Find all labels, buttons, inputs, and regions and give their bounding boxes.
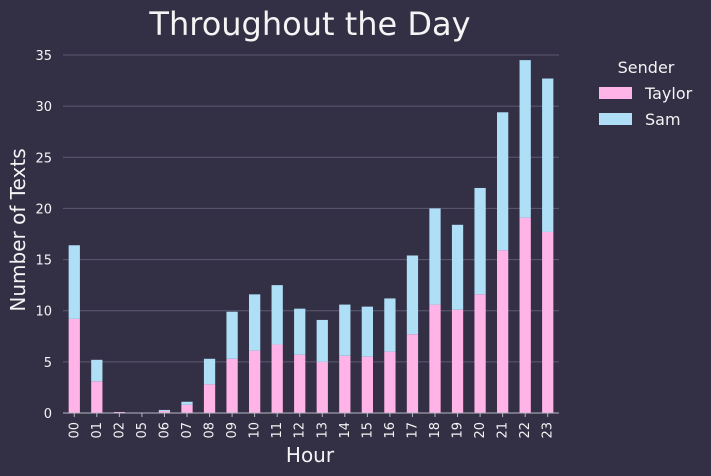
bar-sam-12 [294, 308, 306, 355]
bar-sam-22 [519, 60, 531, 218]
bar-sam-06 [158, 409, 171, 411]
x-tick-label: 08 [203, 422, 218, 439]
x-tick-label: 06 [157, 422, 172, 439]
bar-taylor-10 [249, 350, 261, 413]
y-tick-label: 5 [44, 356, 52, 371]
bar-sam-01 [91, 359, 103, 382]
bar-sam-23 [542, 78, 554, 232]
bar-taylor-20 [474, 294, 486, 413]
bar-taylor-06 [158, 410, 171, 413]
bar-sam-18 [429, 208, 441, 305]
y-axis-ticks: 0 5 10 15 20 25 30 35 [35, 49, 52, 422]
bar-taylor-21 [497, 250, 509, 413]
y-tick-label: 20 [35, 202, 52, 217]
legend: Sender Taylor Sam [599, 58, 693, 129]
bar-taylor-01 [91, 381, 103, 413]
bars [68, 60, 554, 413]
x-tick-label: 15 [360, 422, 375, 439]
bar-taylor-16 [384, 351, 396, 413]
bar-taylor-11 [271, 344, 283, 413]
x-tick-label: 01 [90, 422, 105, 439]
legend-swatch-sam [599, 113, 632, 125]
bar-taylor-08 [203, 384, 216, 413]
bar-taylor-00 [68, 318, 80, 413]
bar-sam-08 [203, 358, 216, 385]
x-tick-label: 17 [405, 422, 420, 439]
bar-taylor-17 [406, 334, 419, 413]
bar-taylor-12 [294, 354, 306, 413]
bar-taylor-07 [181, 404, 193, 413]
bar-sam-10 [249, 294, 261, 351]
legend-label-taylor: Taylor [644, 84, 693, 103]
y-tick-label: 30 [35, 100, 52, 115]
y-tick-label: 10 [35, 305, 52, 320]
bar-taylor-02 [113, 411, 125, 413]
x-tick-label: 16 [383, 422, 398, 439]
y-axis-label: Number of Texts [6, 148, 30, 311]
y-tick-label: 25 [35, 151, 52, 166]
x-tick-label: 14 [338, 422, 353, 439]
bar-sam-21 [497, 112, 509, 251]
x-tick-label: 13 [315, 422, 330, 439]
bar-taylor-14 [339, 355, 351, 413]
bar-sam-16 [384, 298, 396, 352]
bar-sam-11 [271, 285, 283, 345]
bar-sam-14 [339, 304, 351, 356]
bar-taylor-18 [429, 304, 441, 413]
bar-taylor-19 [451, 309, 464, 413]
x-tick-label: 11 [270, 422, 285, 439]
bar-sam-13 [316, 319, 328, 362]
y-tick-label: 0 [44, 407, 52, 422]
bar-taylor-22 [519, 217, 531, 413]
legend-swatch-taylor [599, 87, 632, 99]
x-tick-label: 12 [293, 422, 308, 439]
x-tick-label: 21 [496, 422, 511, 439]
x-axis-ticks: 00 01 02 05 06 07 08 09 10 11 12 13 14 15 16 17 18 19 20 21… [67, 413, 556, 439]
legend-title: Sender [618, 58, 675, 77]
bar-sam-00 [68, 245, 80, 319]
bar-taylor-09 [226, 358, 238, 413]
bar-taylor-23 [542, 231, 554, 413]
legend-label-sam: Sam [645, 110, 681, 129]
x-tick-label: 05 [135, 422, 150, 439]
x-tick-label: 20 [473, 422, 488, 439]
chart-title: Throughout the Day [148, 5, 470, 43]
x-tick-label: 07 [180, 422, 195, 439]
bar-taylor-15 [361, 356, 373, 413]
x-tick-label: 09 [225, 422, 240, 439]
x-tick-label: 02 [112, 422, 127, 439]
x-tick-label: 00 [67, 422, 82, 439]
bar-sam-09 [226, 311, 238, 359]
bar-taylor-13 [316, 361, 328, 413]
bar-sam-20 [474, 187, 486, 295]
y-tick-label: 35 [35, 49, 52, 64]
x-tick-label: 23 [541, 422, 556, 439]
bar-sam-19 [451, 224, 464, 310]
bar-sam-15 [361, 306, 373, 357]
x-tick-label: 19 [451, 422, 466, 439]
grid-lines [63, 54, 559, 363]
x-axis-label: Hour [286, 443, 335, 467]
x-tick-label: 22 [518, 422, 533, 439]
y-tick-label: 15 [35, 254, 52, 269]
bar-sam-17 [406, 255, 419, 335]
bar-sam-07 [181, 401, 193, 405]
x-tick-label: 18 [428, 422, 443, 439]
x-tick-label: 10 [248, 422, 263, 439]
